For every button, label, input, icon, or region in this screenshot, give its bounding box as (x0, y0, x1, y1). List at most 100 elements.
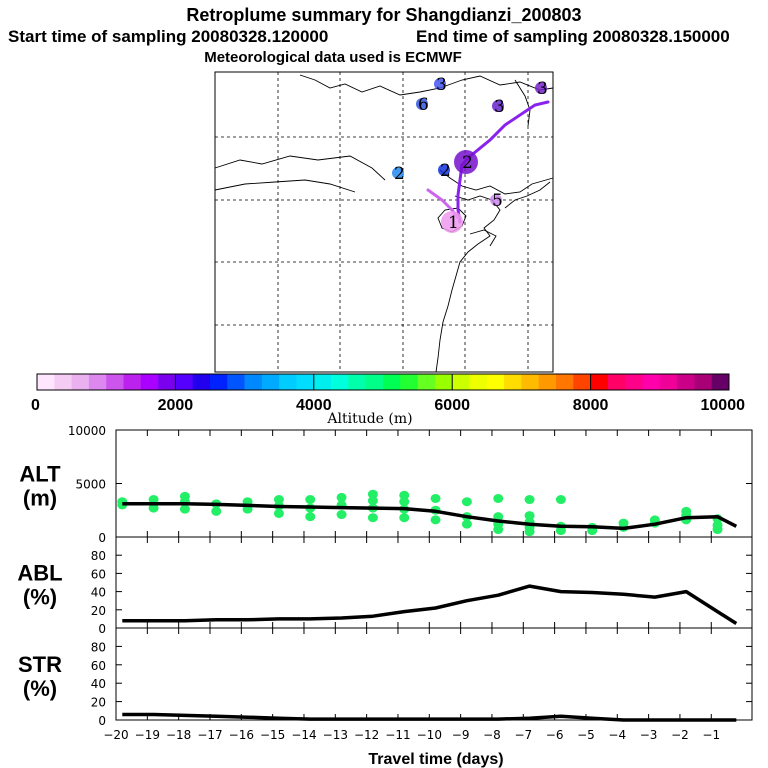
colorbar-swatch (711, 374, 730, 390)
altitude-scatter-point (211, 506, 222, 516)
colorbar-swatch (677, 374, 695, 390)
xtick-label: −4 (608, 728, 626, 742)
xtick-label: −2 (671, 728, 689, 742)
ytick-label: 20 (91, 604, 106, 618)
panel-yunit: (m) (23, 486, 57, 511)
altitude-scatter-point (712, 520, 723, 530)
cluster-label: 3 (537, 79, 548, 99)
colorbar-swatch (383, 374, 401, 390)
colorbar-frame (36, 373, 730, 391)
colorbar-swatch (486, 374, 505, 390)
colorbar-swatch (556, 374, 574, 390)
title-met-data: Meteorological data used is ECMWF (204, 49, 462, 66)
altitude-scatter-point (524, 511, 535, 521)
cluster-dot (490, 194, 502, 206)
cluster-label: 6 (418, 95, 429, 115)
title-start-time: Start time of sampling 20080328.120000 (8, 27, 328, 46)
panel-frame (115, 536, 753, 629)
xtick-label: −10 (417, 728, 442, 742)
ytick-label: 10000 (68, 424, 106, 438)
title-end-time: End time of sampling 20080328.150000 (416, 27, 730, 46)
panel-ylabel: STR (18, 652, 62, 677)
ytick-label: 0 (98, 531, 106, 545)
colorbar-tick-label: 8000 (573, 397, 609, 414)
altitude-scatter-point (681, 506, 692, 516)
ytick-label: 0 (98, 622, 106, 636)
time-series-panels: ALT(m)0500010000ABL(%)020406080STR(%)020… (17, 424, 753, 768)
xtick-label: −17 (197, 728, 222, 742)
ytick-label: 80 (91, 549, 106, 563)
colorbar-swatch (348, 374, 366, 390)
xtick-label: −19 (135, 728, 160, 742)
xtick-label: −7 (514, 728, 532, 742)
cluster-label: 3 (436, 75, 447, 95)
altitude-scatter-point (493, 493, 504, 503)
altitude-scatter-point (399, 497, 410, 507)
xtick-label: −16 (229, 728, 254, 742)
xtick-label: −15 (260, 728, 285, 742)
ytick-label: 20 (91, 696, 106, 710)
cluster-dot (441, 211, 463, 233)
colorbar-tick-label: 2000 (158, 397, 194, 414)
colorbar-swatch (244, 374, 263, 390)
altitude-scatter-point (273, 495, 284, 505)
colorbar-swatch (227, 374, 245, 390)
cluster-label: 2 (440, 161, 451, 181)
map-frame (214, 71, 554, 373)
trajectory-map: 36 332 2 251 (214, 71, 554, 373)
colorbar-swatch (400, 374, 418, 390)
ytick-label: 40 (91, 677, 106, 691)
ytick-label: 40 (91, 586, 106, 600)
altitude-scatter-point (336, 510, 347, 520)
series-line (122, 584, 738, 625)
colorbar-swatch (331, 374, 349, 390)
colorbar-swatch (694, 374, 712, 390)
colorbar-swatch (573, 374, 591, 390)
cluster-dot (492, 100, 504, 112)
cluster-label: 2 (394, 164, 405, 184)
colorbar-swatch (71, 374, 90, 390)
altitude-scatter-point (305, 512, 316, 522)
title-line-1: Retroplume summary for Shangdianzi_20080… (186, 5, 581, 25)
ytick-label: 80 (91, 640, 106, 654)
xtick-label: −13 (323, 728, 348, 742)
xtick-label: −14 (291, 728, 316, 742)
cluster-label: 3 (494, 97, 505, 117)
altitude-colorbar: 0 2000 4000 6000 8000 10000 (31, 373, 746, 414)
altitude-scatter-point (367, 513, 378, 523)
colorbar-swatch (452, 374, 470, 390)
colorbar-swatch (504, 374, 522, 390)
cluster-dot (535, 82, 547, 94)
xtick-label: −20 (103, 728, 128, 742)
altitude-scatter-point (273, 508, 284, 518)
map-gridlines (215, 72, 553, 372)
cluster-dot (434, 78, 446, 90)
colorbar-swatch (192, 374, 211, 390)
cluster-label: 1 (448, 213, 459, 233)
ytick-label: 0 (98, 714, 106, 728)
cluster-dot (454, 150, 478, 174)
cluster-dot (438, 164, 450, 176)
colorbar-swatch (417, 374, 436, 390)
panel-alt: ALT(m) 0 5000 10000 (19, 424, 753, 545)
colorbar-swatch (365, 374, 384, 390)
series-line (122, 502, 738, 531)
altitude-scatter-point (461, 497, 472, 507)
altitude-scatter-point (148, 495, 159, 505)
ytick-label: 5000 (75, 478, 106, 492)
panel-frame (115, 627, 753, 721)
xtick-label: −3 (640, 728, 658, 742)
xtick-label: −1 (702, 728, 720, 742)
cluster-label: 5 (492, 191, 503, 211)
xtick-label: −5 (577, 728, 595, 742)
altitude-scatter-point (336, 492, 347, 502)
altitude-scatter-point (367, 496, 378, 506)
altitude-scatter-point (430, 493, 441, 503)
colorbar-tick-label: 10000 (701, 397, 746, 414)
altitude-scatter-point (148, 503, 159, 513)
colorbar-swatch (210, 374, 228, 390)
xtick-label: −11 (385, 728, 410, 742)
altitude-scatter-point (555, 495, 566, 505)
altitude-scatter-point (367, 489, 378, 499)
